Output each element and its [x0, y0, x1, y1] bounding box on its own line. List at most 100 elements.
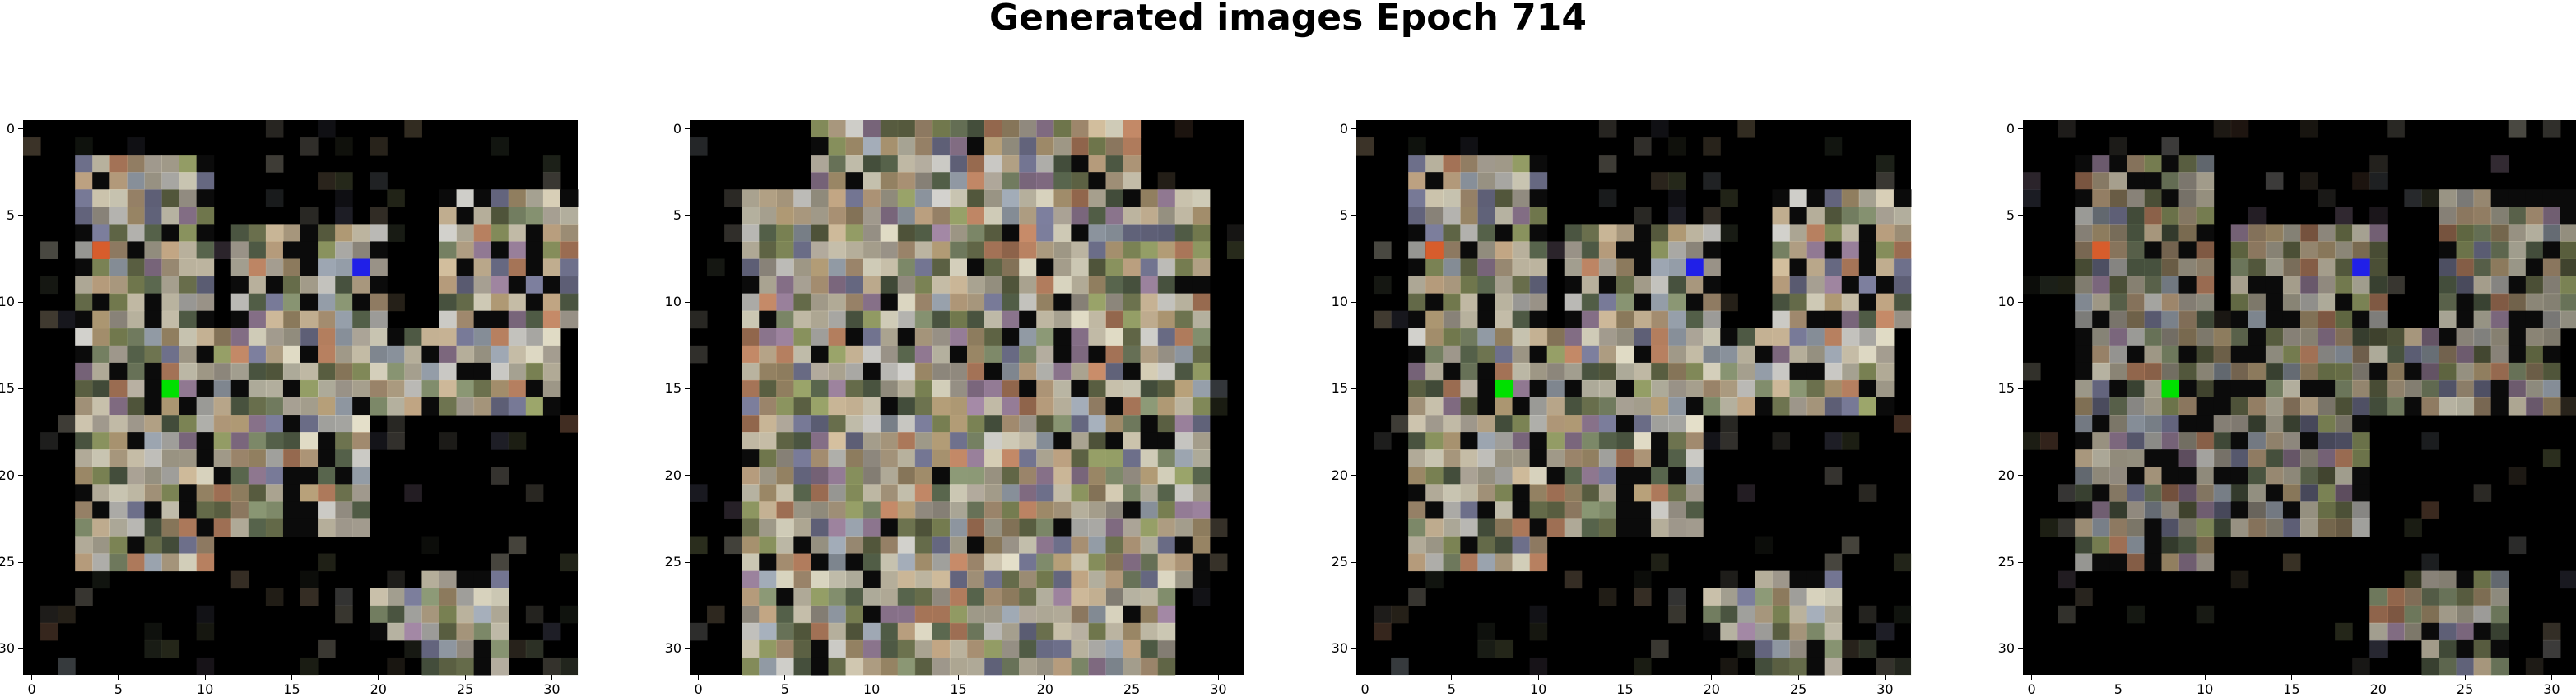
pixel — [1703, 224, 1721, 242]
image-panel-3: 0 5 10 15 20 25 30 0 5 10 15 20 25 30 — [1356, 120, 1911, 675]
pixel — [179, 207, 198, 225]
pixel — [266, 397, 284, 416]
pixel — [509, 189, 527, 207]
pixel — [2231, 346, 2249, 364]
y-tick-mark — [18, 648, 23, 649]
pixel — [793, 432, 811, 450]
pixel — [1582, 380, 1600, 398]
pixel — [1460, 224, 1478, 242]
pixel — [1193, 259, 1211, 277]
pixel — [1530, 311, 1548, 329]
pixel — [1141, 328, 1159, 346]
pixel — [1859, 380, 1877, 398]
pixel — [283, 518, 301, 537]
pixel — [1530, 259, 1548, 277]
pixel — [881, 397, 899, 416]
y-tick-label: 25 — [1332, 555, 1348, 569]
pixel — [1106, 155, 1124, 173]
pixel — [2248, 207, 2267, 225]
pixel — [127, 189, 145, 207]
pixel — [421, 640, 439, 658]
pixel — [1876, 172, 1895, 190]
pixel — [950, 189, 968, 207]
pixel — [1668, 241, 1686, 259]
pixel — [1002, 467, 1020, 485]
pixel — [214, 518, 232, 537]
pixel — [932, 640, 951, 658]
pixel — [2300, 311, 2318, 329]
pixel — [2421, 554, 2439, 572]
pixel — [1477, 311, 1495, 329]
pixel — [387, 432, 405, 450]
pixel — [1123, 571, 1142, 589]
y-tick-mark — [685, 648, 690, 649]
pixel — [2300, 501, 2318, 519]
pixel — [2197, 311, 2215, 329]
pixel — [2387, 328, 2405, 346]
pixel — [1391, 606, 1409, 624]
y-tick-label: 5 — [2006, 209, 2015, 222]
pixel — [300, 276, 319, 295]
pixel — [776, 537, 794, 555]
pixel — [1547, 363, 1565, 381]
y-tick-mark — [685, 562, 690, 563]
pixel — [2266, 518, 2284, 537]
pixel — [109, 294, 128, 312]
pixel — [2231, 328, 2249, 346]
pixel — [2127, 346, 2145, 364]
pixel — [2439, 224, 2457, 242]
pixel — [932, 120, 951, 138]
pixel — [1019, 658, 1037, 676]
pixel — [197, 623, 215, 641]
pixel — [162, 294, 180, 312]
pixel — [1582, 224, 1600, 242]
pixel — [249, 241, 267, 259]
pixel — [1053, 640, 1072, 658]
pixel — [1210, 380, 1228, 398]
pixel — [1071, 554, 1089, 572]
pixel — [1807, 346, 1825, 364]
pixel — [1547, 241, 1565, 259]
pixel — [1443, 172, 1461, 190]
pixel — [2318, 189, 2336, 207]
pixel — [1088, 467, 1106, 485]
pixel — [776, 640, 794, 658]
pixel — [881, 606, 899, 624]
pixel — [881, 120, 899, 138]
pixel — [2248, 449, 2267, 467]
pixel — [2509, 346, 2527, 364]
pixel — [984, 640, 1002, 658]
y-tick-label: 20 — [665, 469, 681, 482]
pixel — [690, 484, 708, 502]
pixel — [1773, 224, 1791, 242]
pixel — [1530, 537, 1548, 555]
pixel — [2509, 207, 2527, 225]
pixel — [742, 311, 760, 329]
pixel — [1790, 640, 1808, 658]
pixel — [2092, 311, 2110, 329]
pixel — [811, 432, 829, 450]
pixel — [2457, 571, 2475, 589]
pixel — [2474, 588, 2492, 606]
pixel — [1737, 606, 1755, 624]
pixel — [509, 380, 527, 398]
pixel — [950, 432, 968, 450]
pixel — [2075, 189, 2093, 207]
x-tick-mark — [1044, 675, 1045, 680]
pixel — [300, 241, 319, 259]
pixel — [1193, 484, 1211, 502]
pixel — [1547, 484, 1565, 502]
pixel — [1053, 311, 1072, 329]
pixel — [1408, 397, 1426, 416]
pixel — [1720, 415, 1738, 433]
pixel — [1477, 554, 1495, 572]
pixel — [1408, 588, 1426, 606]
pixel — [984, 241, 1002, 259]
pixel — [1443, 207, 1461, 225]
pixel — [1703, 363, 1721, 381]
pixel — [1053, 484, 1072, 502]
pixel — [58, 658, 76, 676]
pixel — [1842, 640, 1860, 658]
pixel — [2092, 397, 2110, 416]
pixel — [1634, 294, 1652, 312]
